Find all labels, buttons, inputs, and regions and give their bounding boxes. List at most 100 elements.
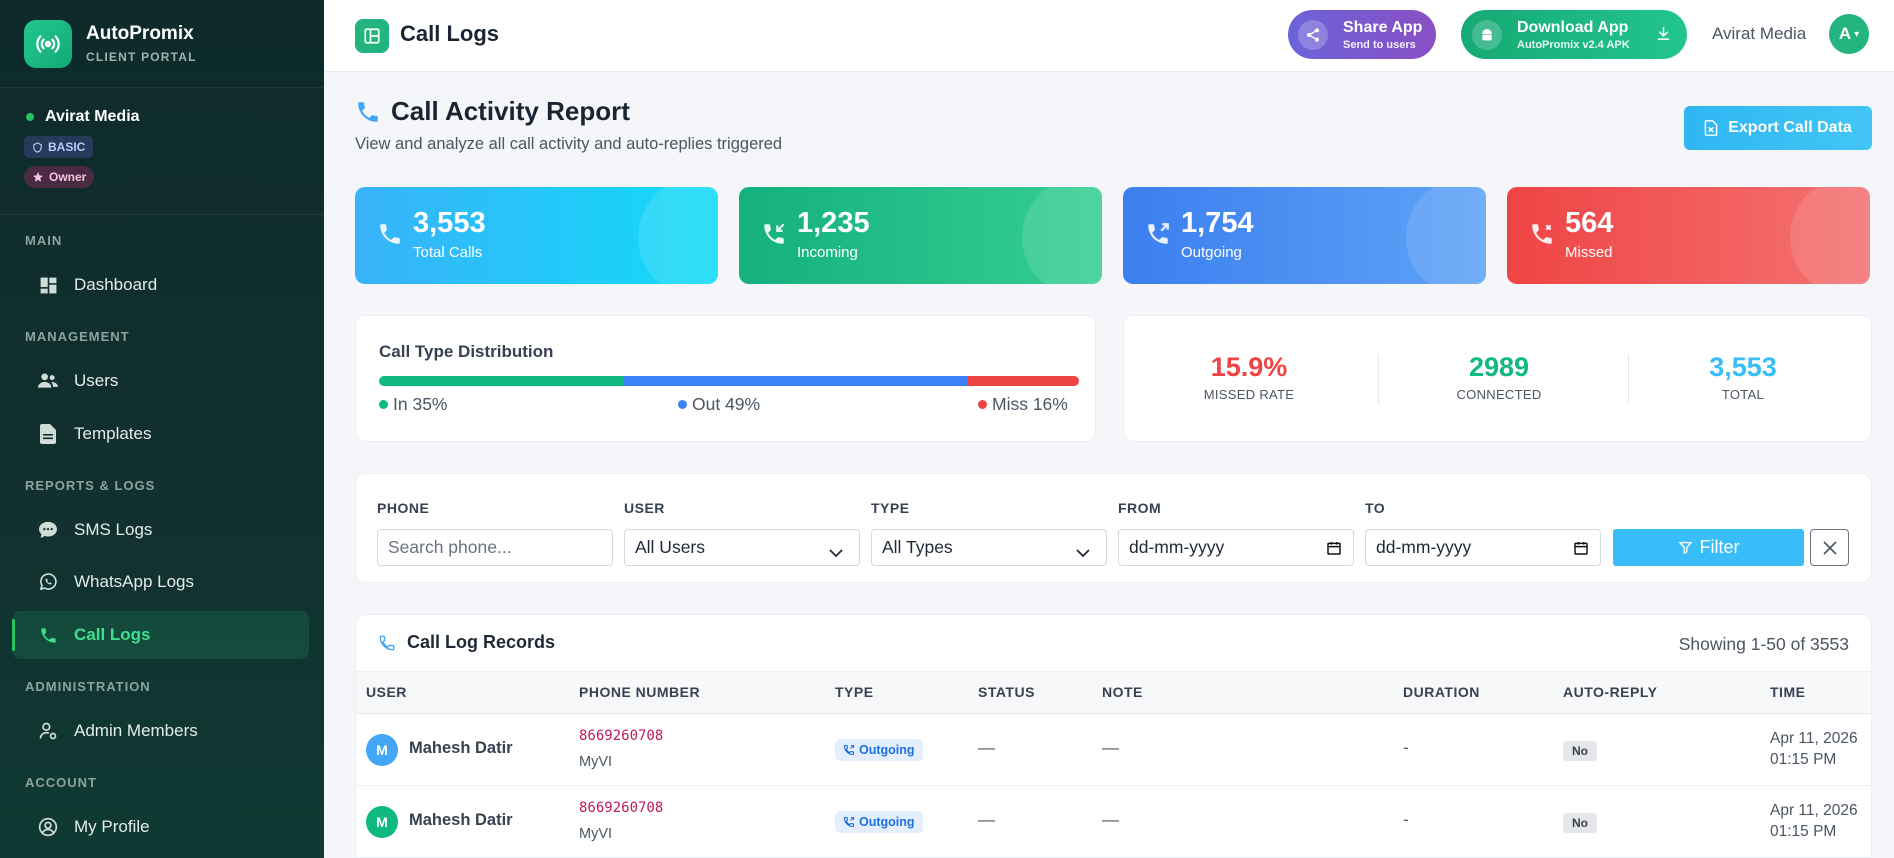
sidebar-item-my-profile[interactable]: My Profile xyxy=(12,803,309,851)
summary-total: 3,553 TOTAL xyxy=(1618,352,1868,402)
stat-card-total-calls: 3,553 Total Calls xyxy=(355,187,718,284)
share-app-button[interactable]: Share App Send to users xyxy=(1288,10,1436,59)
time-clock: 01:15 PM xyxy=(1770,823,1837,840)
from-date-input[interactable]: dd-mm-yyyy xyxy=(1118,529,1354,566)
summary-value: 2989 xyxy=(1468,352,1530,382)
column-header-status[interactable]: STATUS xyxy=(978,684,1035,700)
phone-outgoing-icon xyxy=(1145,221,1171,252)
topbar: Call Logs Share App Send to users Downlo… xyxy=(324,0,1894,72)
user-select[interactable]: All Users xyxy=(624,529,860,566)
shield-icon xyxy=(33,141,42,153)
role-label: Owner xyxy=(49,170,87,184)
share-icon xyxy=(1298,19,1328,50)
records-title: Call Log Records xyxy=(378,632,555,653)
legend-in: In 35% xyxy=(379,394,447,415)
column-header-duration[interactable]: DURATION xyxy=(1403,684,1480,700)
phone-search-input[interactable]: Search phone... xyxy=(377,529,613,566)
share-app-label: Share App xyxy=(1343,18,1423,36)
divider xyxy=(1628,354,1629,404)
column-header-type[interactable]: TYPE xyxy=(835,684,874,700)
user-circle-icon xyxy=(38,817,58,837)
auto-reply-badge: No xyxy=(1563,741,1597,761)
download-app-button[interactable]: Download App AutoPromix v2.4 APK xyxy=(1461,10,1687,59)
from-filter-label: FROM xyxy=(1118,500,1162,516)
status-value: — xyxy=(978,810,995,829)
table-row[interactable]: M Mahesh Datir 8669260708 MyVI Outgoing … xyxy=(356,714,1871,786)
to-date-input[interactable]: dd-mm-yyyy xyxy=(1365,529,1601,566)
stat-value: 3,553 xyxy=(413,207,486,239)
sidebar-item-templates[interactable]: Templates xyxy=(12,410,309,458)
distribution-segment-miss xyxy=(967,376,1079,386)
sidebar-item-whatsapp-logs[interactable]: WhatsApp Logs xyxy=(12,558,309,606)
sidebar-item-dashboard[interactable]: Dashboard xyxy=(12,261,309,309)
stat-value: 1,754 xyxy=(1181,207,1254,239)
phone-filter-label: PHONE xyxy=(377,500,430,516)
page-title: Call Logs xyxy=(400,21,500,46)
column-header-auto-reply[interactable]: AUTO-REPLY xyxy=(1563,684,1658,700)
column-header-phone[interactable]: PHONE NUMBER xyxy=(579,684,701,700)
brand-subtitle: CLIENT PORTAL xyxy=(86,50,197,64)
nav-section-main: MAIN xyxy=(25,233,63,248)
users-icon xyxy=(38,371,58,391)
stat-label: Missed xyxy=(1565,244,1613,261)
account-box: Avirat Media BASIC Owner xyxy=(0,88,324,215)
stat-label: Total Calls xyxy=(413,244,483,261)
top-user-name[interactable]: Avirat Media xyxy=(1712,24,1807,43)
summary-label: MISSED RATE xyxy=(1203,387,1295,402)
chevron-down-icon xyxy=(829,542,843,563)
user-avatar: M xyxy=(366,734,398,766)
user-filter-label: USER xyxy=(624,500,665,516)
clear-filters-button[interactable] xyxy=(1810,529,1849,566)
note-value: — xyxy=(1102,810,1119,829)
legend-label: Out 49% xyxy=(692,394,761,414)
summary-connected: 2989 CONNECTED xyxy=(1374,352,1624,402)
type-filter-label: TYPE xyxy=(871,500,910,516)
filter-button[interactable]: Filter xyxy=(1613,529,1804,566)
table-header: USER PHONE NUMBER TYPE STATUS NOTE DURAT… xyxy=(356,672,1871,714)
stat-card-incoming: 1,235 Incoming xyxy=(739,187,1102,284)
export-call-data-button[interactable]: Export Call Data xyxy=(1684,106,1872,150)
table-row[interactable]: M Mahesh Datir 8669260708 MyVI Outgoing … xyxy=(356,786,1871,858)
phone-outline-icon xyxy=(379,635,395,650)
summary-value: 15.9% xyxy=(1210,352,1288,382)
sidebar-item-call-logs[interactable]: Call Logs xyxy=(12,611,309,659)
stat-value: 1,235 xyxy=(797,207,870,239)
phone-number[interactable]: 8669260708 xyxy=(579,800,664,816)
sidebar-item-label: WhatsApp Logs xyxy=(74,572,195,591)
legend-label: Miss 16% xyxy=(992,394,1068,414)
call-log-records-panel: Call Log Records Showing 1-50 of 3553 US… xyxy=(355,614,1872,858)
duration-value: - xyxy=(1403,738,1409,757)
role-badge: Owner xyxy=(24,166,95,188)
stat-card-outgoing: 1,754 Outgoing xyxy=(1123,187,1486,284)
brand[interactable]: AutoPromix CLIENT PORTAL xyxy=(0,0,324,88)
time-date: Apr 11, 2026 xyxy=(1770,730,1858,747)
sidebar-item-label: Dashboard xyxy=(74,275,158,294)
summary-value: 3,553 xyxy=(1709,352,1777,382)
download-icon xyxy=(1656,26,1671,46)
column-header-note[interactable]: NOTE xyxy=(1102,684,1143,700)
sidebar-item-admin-members[interactable]: Admin Members xyxy=(12,707,309,755)
stat-value: 564 xyxy=(1565,207,1614,239)
phone-number[interactable]: 8669260708 xyxy=(579,728,664,744)
records-count: Showing 1-50 of 3553 xyxy=(1678,634,1849,654)
sidebar-item-sms-logs[interactable]: SMS Logs xyxy=(12,506,309,554)
calendar-icon xyxy=(1326,540,1342,561)
summary-label: CONNECTED xyxy=(1456,387,1542,402)
nav-section-management: MANAGEMENT xyxy=(25,329,130,344)
online-status-dot xyxy=(26,113,34,121)
export-label: Export Call Data xyxy=(1728,119,1852,136)
carrier: MyVI xyxy=(579,826,613,842)
column-header-time[interactable]: TIME xyxy=(1770,684,1806,700)
user-avatar: M xyxy=(366,806,398,838)
type-select[interactable]: All Types xyxy=(871,529,1107,566)
plan-label: BASIC xyxy=(48,140,86,154)
user-avatar-menu[interactable]: A ▾ xyxy=(1829,14,1869,54)
share-app-sublabel: Send to users xyxy=(1343,38,1416,51)
android-icon xyxy=(1472,19,1502,50)
column-header-user[interactable]: USER xyxy=(366,684,407,700)
close-icon xyxy=(1822,540,1837,555)
user-cog-icon xyxy=(38,721,58,741)
caret-down-icon: ▾ xyxy=(1854,28,1860,40)
summary-label: TOTAL xyxy=(1721,387,1765,402)
sidebar-item-users[interactable]: Users xyxy=(12,357,309,405)
